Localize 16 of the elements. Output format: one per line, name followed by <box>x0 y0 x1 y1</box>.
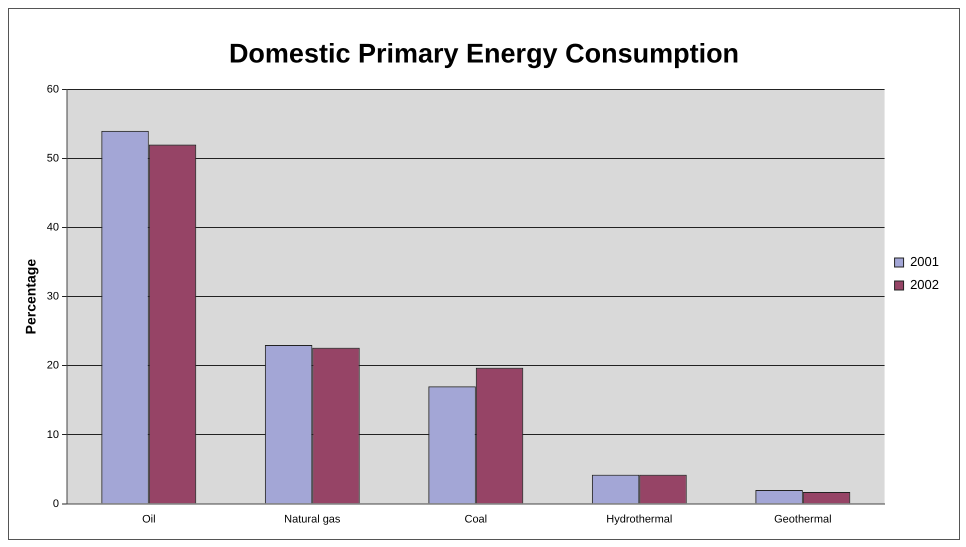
y-tick-label: 60 <box>46 83 60 96</box>
y-tick-label: 0 <box>52 498 60 510</box>
y-tick-label: 40 <box>46 222 60 234</box>
y-tick-label: 20 <box>46 360 60 372</box>
y-tick-label: 50 <box>46 152 60 164</box>
x-tick-label: Geothermal <box>774 513 832 526</box>
y-tick-label: 10 <box>46 428 60 441</box>
y-tick-label: 30 <box>46 290 60 303</box>
legend-label: 2001 <box>910 254 939 270</box>
x-tick-label: Natural gas <box>284 513 341 526</box>
x-tick-label: Hydrothermal <box>606 513 672 526</box>
x-tick-label: Oil <box>142 513 156 526</box>
legend-label: 2002 <box>910 277 939 292</box>
chart-title: Domestic Primary Energy Consumption <box>228 38 740 69</box>
y-axis-title: Percentage <box>22 258 38 334</box>
x-tick-label: Coal <box>464 513 488 526</box>
